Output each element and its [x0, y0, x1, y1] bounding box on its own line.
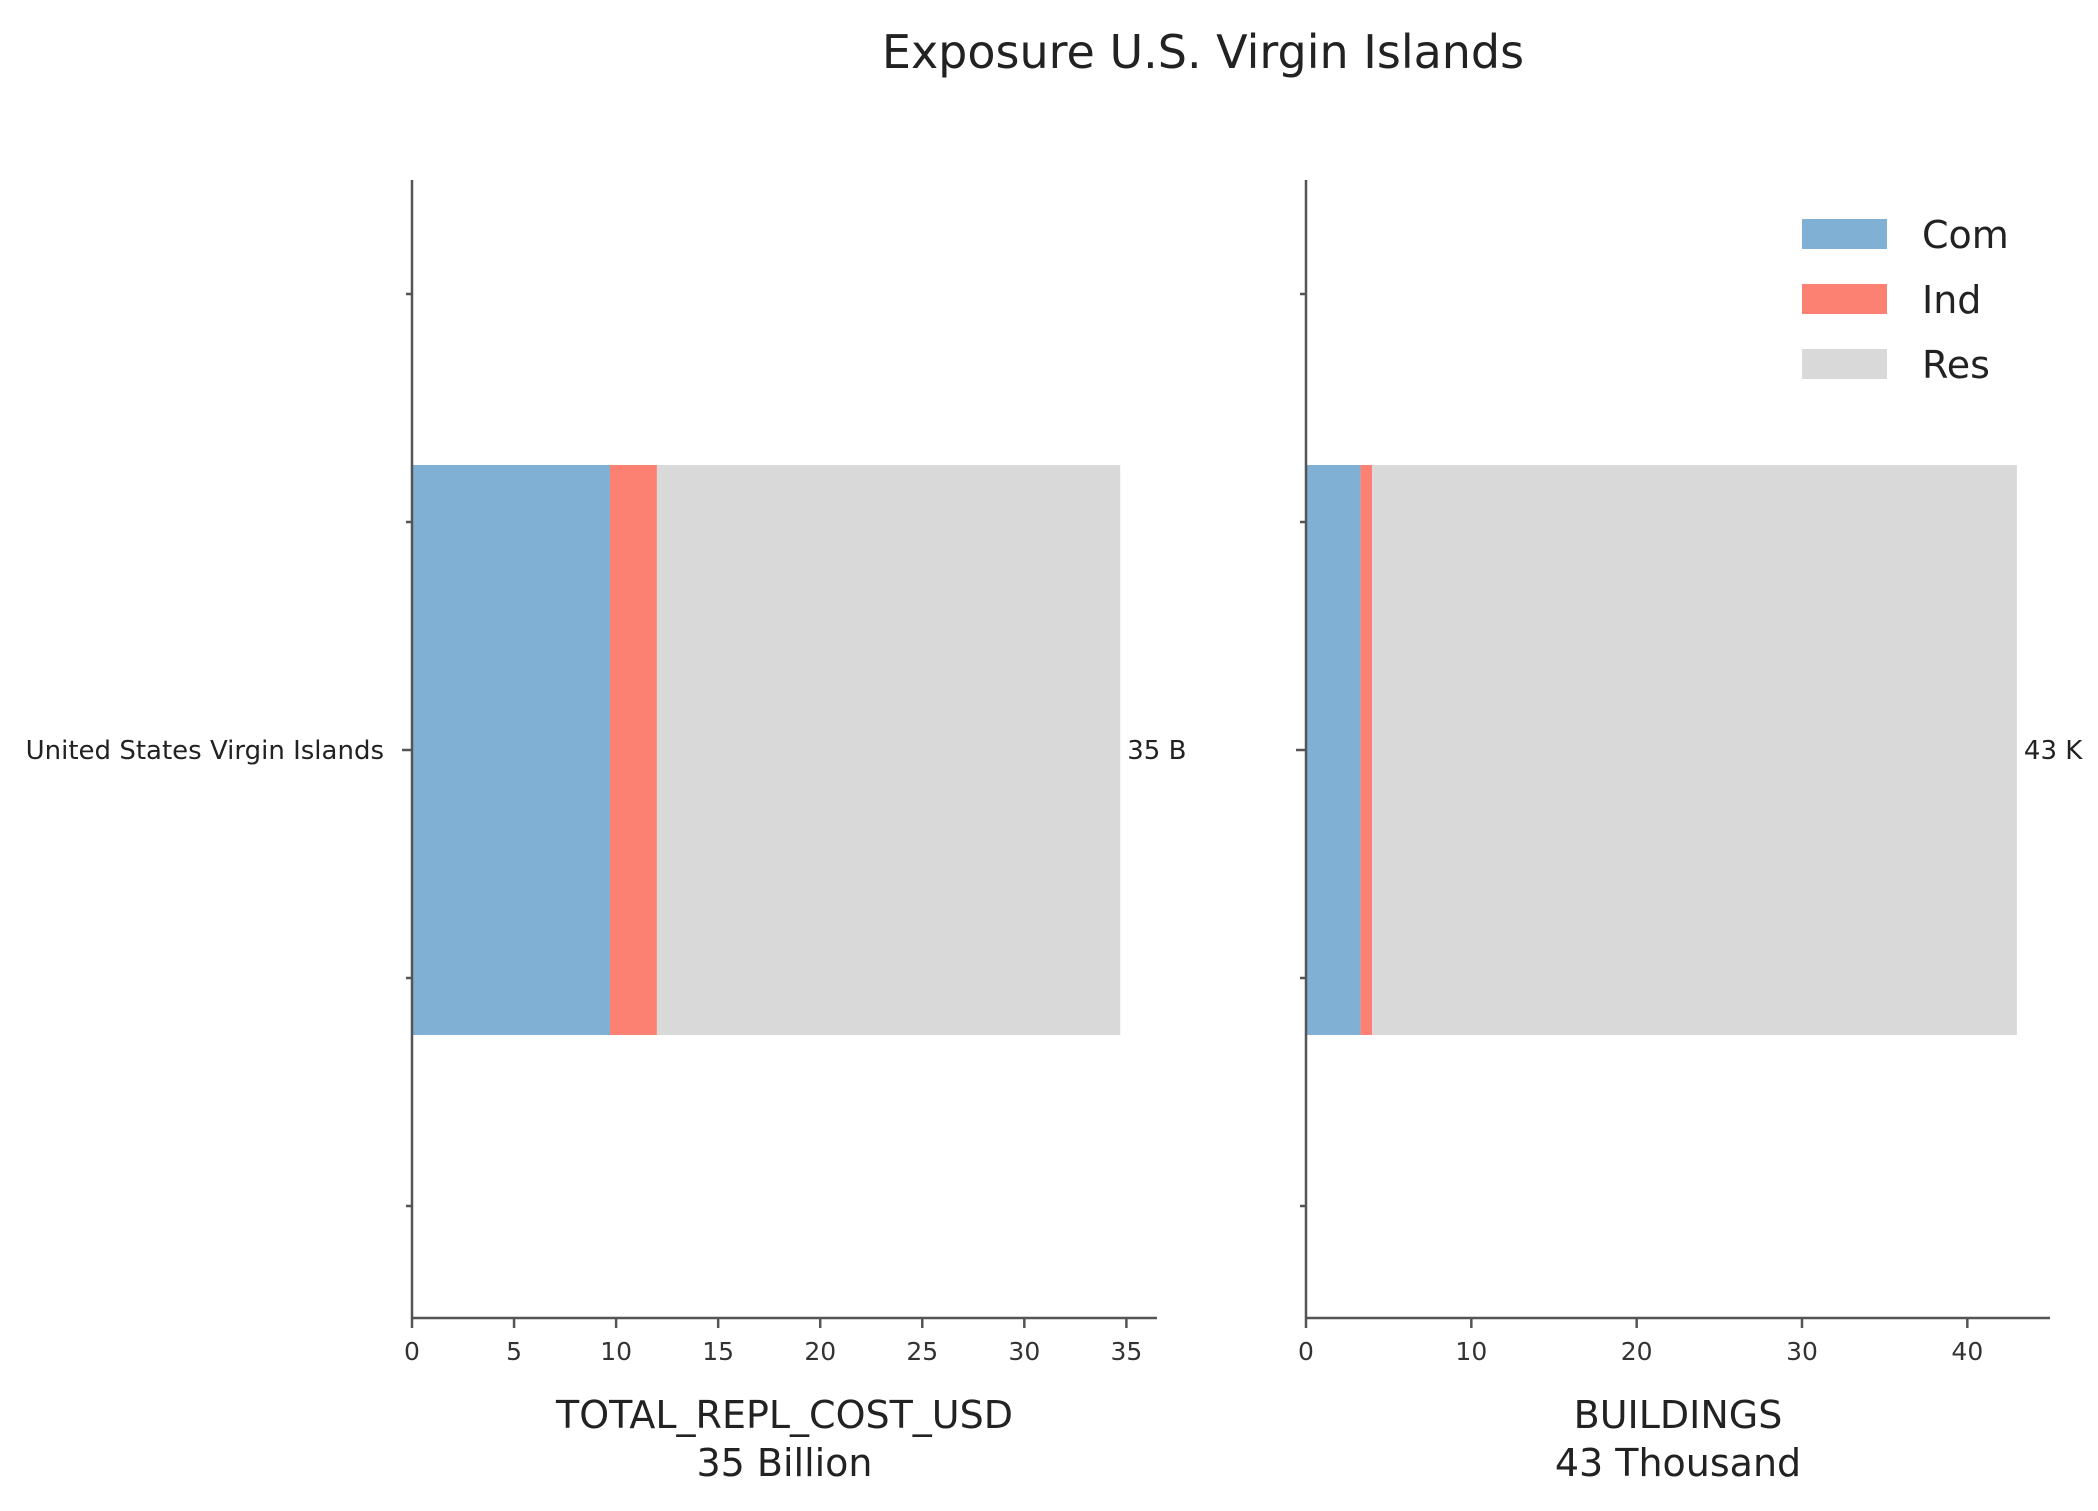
panel-1-x-axis-label: TOTAL_REPL_COST_USD: [555, 1393, 1013, 1437]
legend-label-res: Res: [1922, 343, 1990, 387]
panel-1-bar-res: [656, 465, 1121, 1035]
panel-1-x-tick-label: 0: [404, 1337, 420, 1366]
panel-2-x-tick-label: 0: [1298, 1337, 1314, 1366]
panel-1-x-tick-label: 10: [600, 1337, 632, 1366]
panel-2-x-tick-label: 30: [1786, 1337, 1818, 1366]
panel-2-x-axis-sublabel: 43 Thousand: [1555, 1441, 1801, 1485]
panel-2-x-tick-label: 20: [1621, 1337, 1653, 1366]
panel-1-x-tick-label: 20: [804, 1337, 836, 1366]
panel-1-x-tick-label: 25: [906, 1337, 938, 1366]
legend-label-ind: Ind: [1922, 278, 1981, 322]
panel-1-bar-com: [412, 465, 610, 1035]
panel-1-x-tick-label: 15: [702, 1337, 734, 1366]
panel-2-bar-ind: [1360, 465, 1373, 1035]
legend-swatch-res: [1802, 349, 1887, 379]
panel-1-total-label: 35 B: [1127, 736, 1186, 766]
panel-2-x-tick-label: 40: [1951, 1337, 1983, 1366]
category-label: United States Virgin Islands: [26, 736, 384, 766]
legend-label-com: Com: [1922, 213, 2009, 257]
panel-1-x-axis-sublabel: 35 Billion: [696, 1441, 872, 1485]
panel-1-x-tick-label: 35: [1110, 1337, 1142, 1366]
panel-1-x-tick-label: 5: [506, 1337, 522, 1366]
chart-title: Exposure U.S. Virgin Islands: [882, 25, 1524, 79]
panel-1-x-tick-label: 30: [1008, 1337, 1040, 1366]
panel-2-bar-com: [1306, 465, 1361, 1035]
panel-2-x-axis-label: BUILDINGS: [1574, 1393, 1783, 1437]
panel-2-total-label: 43 K: [2024, 736, 2083, 766]
panel-2-bar-res: [1372, 465, 2017, 1035]
panel-2-x-tick-label: 10: [1455, 1337, 1487, 1366]
legend: Com Ind Res: [1802, 213, 2009, 387]
legend-swatch-ind: [1802, 284, 1887, 314]
panel-1-bar-ind: [609, 465, 657, 1035]
legend-swatch-com: [1802, 219, 1887, 249]
